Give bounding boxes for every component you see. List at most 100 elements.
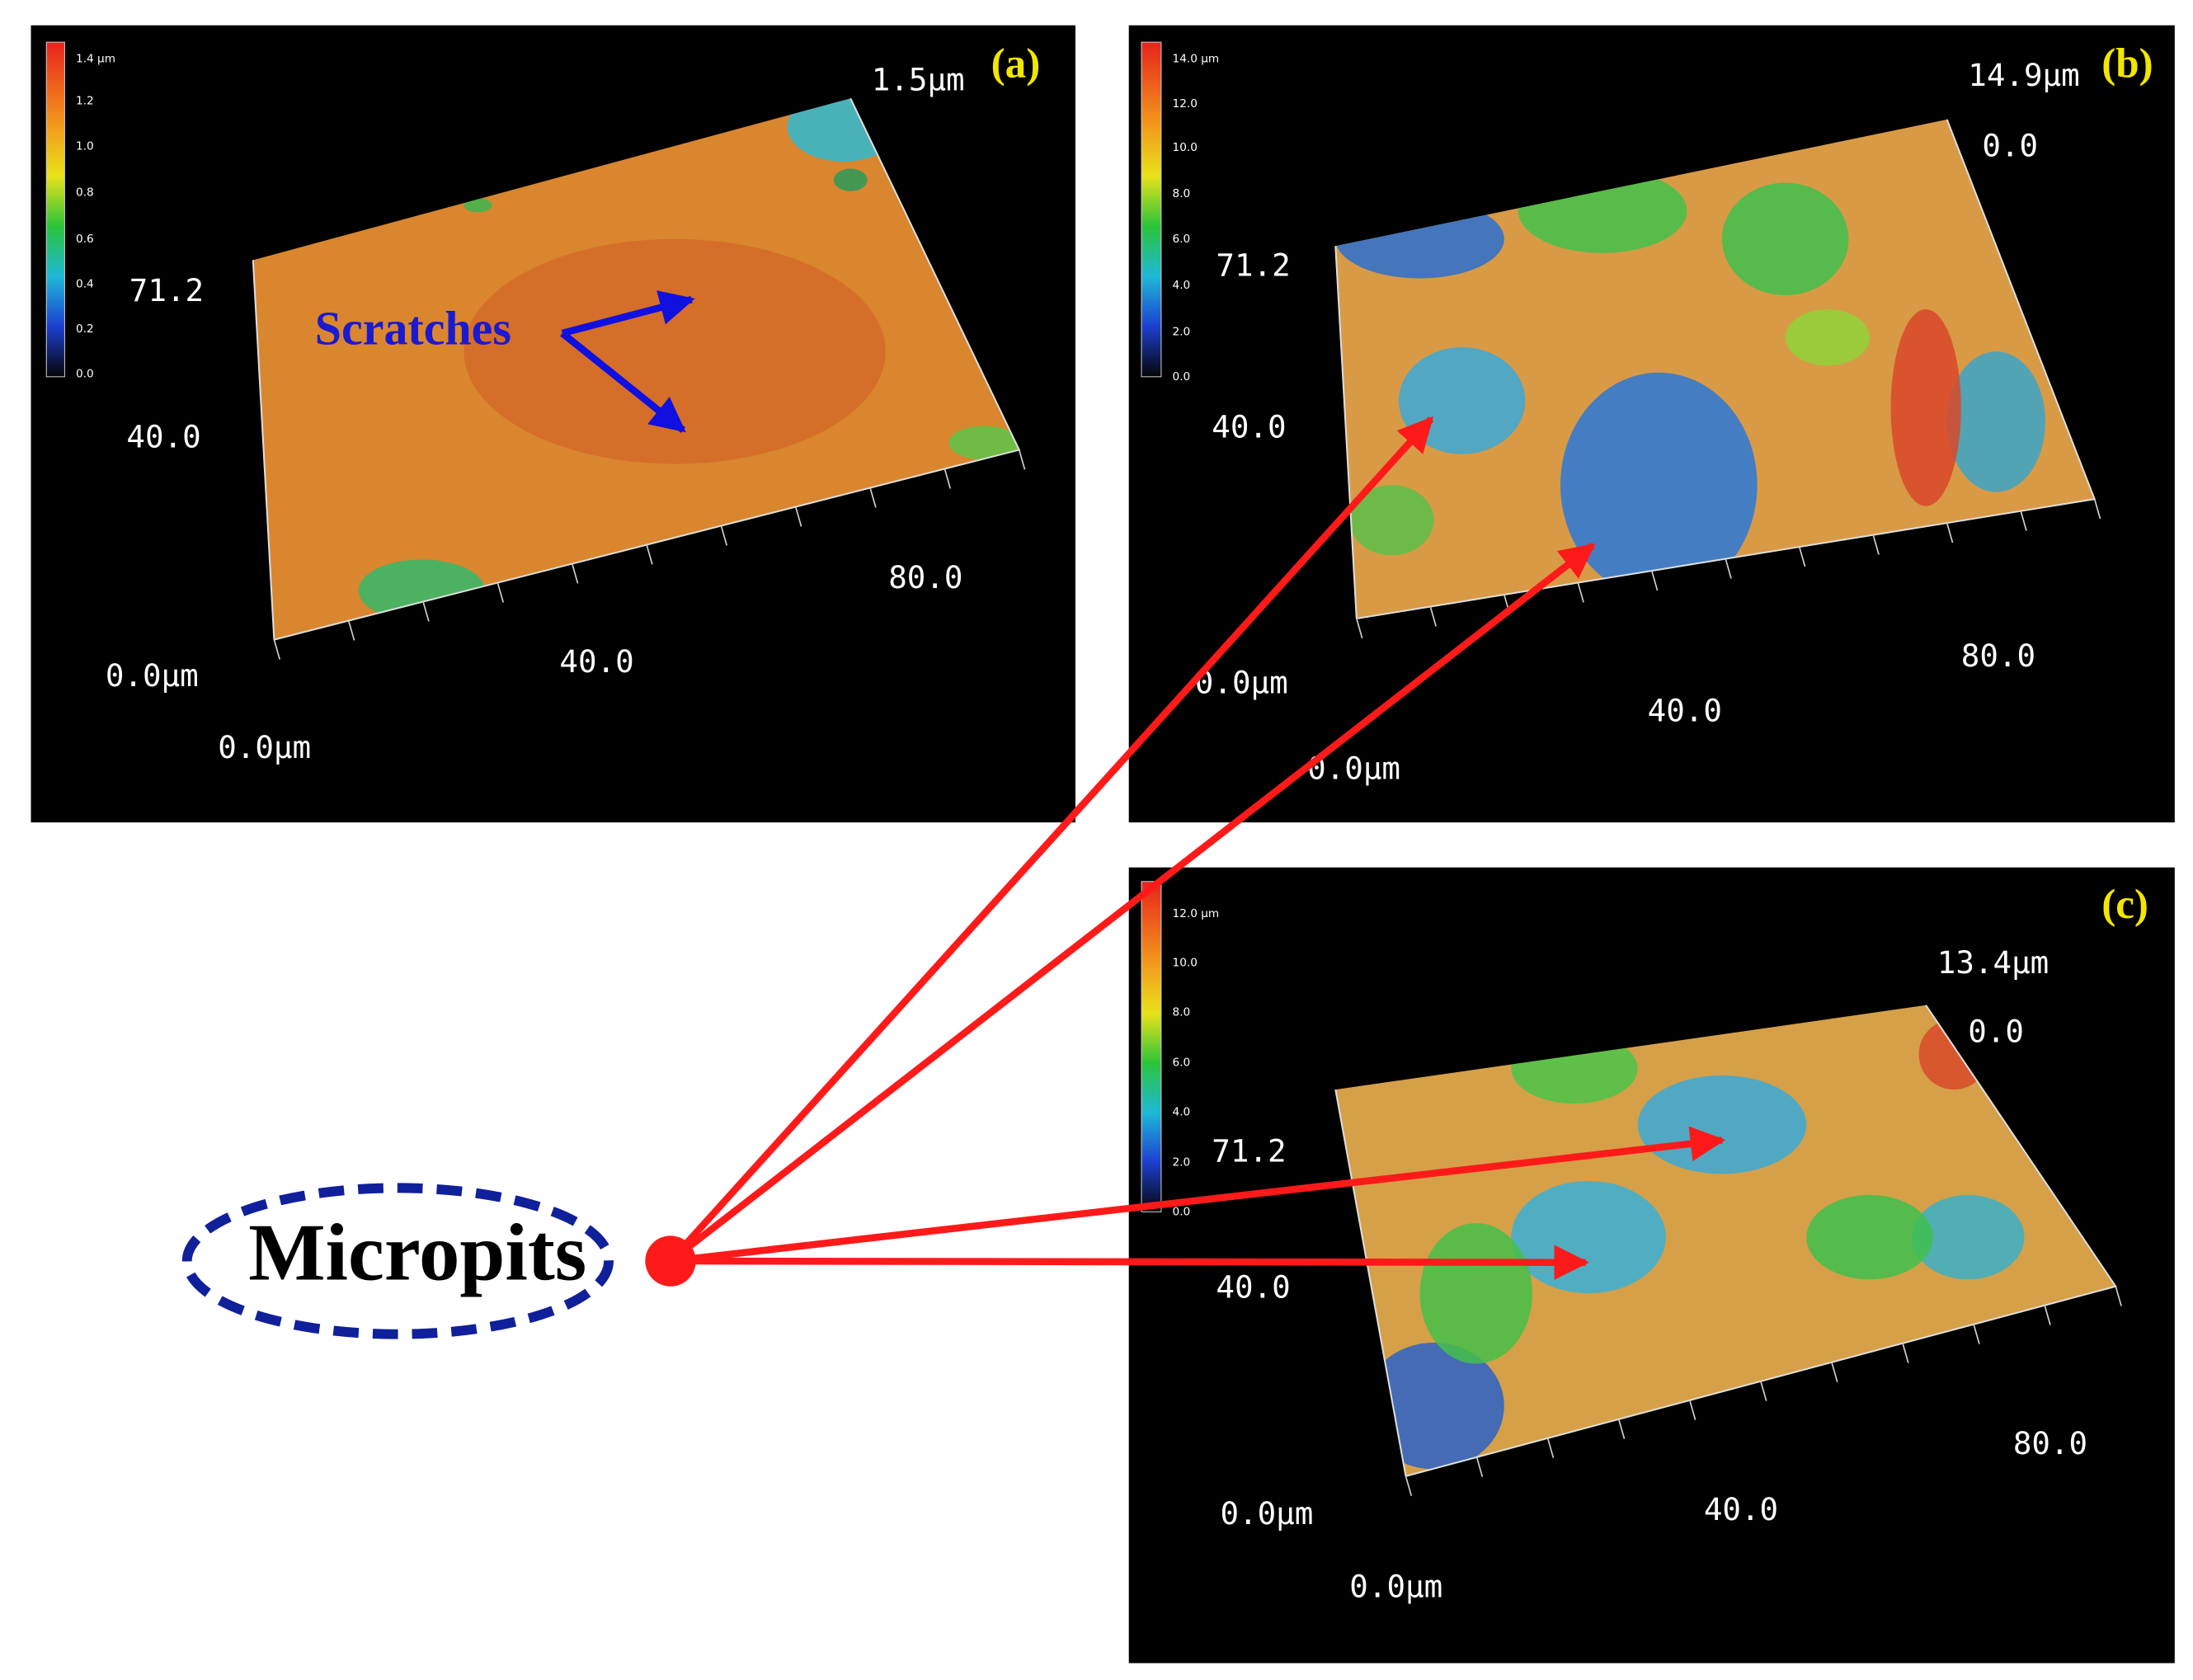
colorbar-tick-label: 10.0: [1173, 141, 1198, 154]
arrows: [667, 416, 1726, 1280]
height-region: [1560, 372, 1758, 598]
height-region: [1721, 182, 1849, 295]
height-region: [464, 198, 492, 213]
colorbar-tick-label: 0.4: [76, 277, 94, 290]
arrow: [670, 1126, 1726, 1265]
axis-label: 80.0: [1961, 638, 2035, 674]
colorbar-tick-label: 1.2: [76, 95, 94, 108]
colorbar-tick-label: 0.0: [1173, 370, 1191, 384]
axis-tick: [944, 468, 952, 489]
axis-label: 0.0μm: [1349, 1569, 1442, 1605]
height-region: [1349, 485, 1434, 556]
axis-label: 0.0μm: [1195, 665, 1288, 701]
annotations: Scratches Micropits: [181, 290, 1726, 1339]
axis-tick: [1405, 1475, 1413, 1496]
axis-frame: [1356, 119, 2097, 620]
colorbar-tick-label: 2.0: [1173, 325, 1191, 338]
colorbar-tick-label: 4.0: [1173, 279, 1191, 292]
axis-tick: [869, 487, 877, 508]
axis-label: 40.0: [559, 643, 633, 680]
axis-tick: [1872, 534, 1880, 555]
axis-tick: [1973, 1324, 1980, 1344]
scratches-label: Scratches: [315, 301, 511, 355]
axis-label: 1.5μm: [872, 61, 965, 97]
height-region: [1946, 351, 2046, 492]
height-region: [948, 426, 1019, 460]
panel-label: (b): [2101, 40, 2153, 87]
colorbar-tick-label: 4.0: [1173, 1105, 1191, 1118]
colorbar-tick-label: 0.0: [1173, 1205, 1191, 1218]
arrow: [561, 290, 695, 337]
colorbar: [45, 41, 65, 378]
colorbar-tick-label: 12.0: [1173, 97, 1198, 111]
axis-tick: [347, 620, 355, 641]
panel-label: (a): [991, 40, 1041, 87]
axis-label: 0.0: [1982, 127, 2038, 163]
axis-label: 71.2: [129, 272, 204, 308]
colorbar-tick-label: 0.8: [76, 186, 94, 200]
axis-tick: [1018, 449, 1026, 470]
surface: [1335, 1005, 2116, 1476]
height-region: [1419, 1223, 1532, 1364]
height-region: [1511, 1180, 1666, 1294]
axis-frame: [1334, 1089, 1407, 1477]
axis-tick: [1902, 1343, 1909, 1363]
axis-label: 0.0: [1968, 1013, 2024, 1049]
colorbar-tick-label: 8.0: [1173, 187, 1191, 200]
axis-tick: [2093, 498, 2101, 520]
axis-frame: [252, 260, 275, 640]
axis-tick: [496, 582, 505, 603]
colorbar-tick-label: 14.0 μm: [1173, 53, 1220, 66]
axis-frame: [1334, 246, 1358, 619]
arrow: [667, 416, 1434, 1264]
axis-tick: [571, 563, 579, 584]
axis-tick: [2044, 1305, 2051, 1325]
axis-tick: [1650, 570, 1659, 591]
axis-tick: [1831, 1362, 1838, 1382]
axis-tick: [2020, 511, 2027, 531]
axis-label: 40.0: [1704, 1491, 1778, 1527]
colorbar-tick-label: 8.0: [1173, 1005, 1191, 1019]
axis-tick: [1760, 1381, 1767, 1401]
axis-label: 40.0: [1216, 1269, 1290, 1306]
panel-label: (c): [2101, 881, 2148, 928]
arrow: [668, 543, 1596, 1264]
axis-tick: [1356, 618, 1363, 639]
axis-tick: [1429, 606, 1437, 627]
colorbar-tick-label: 0.2: [76, 322, 94, 336]
axis-label: 80.0: [2013, 1425, 2087, 1461]
colorbar: [1141, 881, 1162, 1212]
colorbar-tick-label: 2.0: [1173, 1156, 1191, 1169]
axis-label: 13.4μm: [1937, 944, 2049, 981]
arrow: [560, 330, 686, 433]
axis-label: 0.0μm: [218, 729, 311, 765]
axis-tick: [2115, 1286, 2122, 1306]
axis-tick: [1617, 1419, 1626, 1439]
height-region: [833, 168, 868, 191]
colorbar-tick-label: 6.0: [1173, 1056, 1191, 1070]
height-region: [1806, 1194, 1933, 1280]
height-region: [1785, 309, 1870, 366]
colorbar-tick-label: 1.0: [76, 139, 94, 153]
axis-label: 40.0: [1648, 693, 1722, 729]
panels: 1.4 μm 1.2 1.0 0.8 0.6 0.4 0.2 0.0 1.5μm 71.2 40.0…: [31, 25, 2175, 1664]
height-region: [464, 238, 886, 464]
colorbar-tick-label: 10.0: [1173, 957, 1198, 970]
surface: [1335, 119, 2095, 619]
axis-label: 14.9μm: [1968, 57, 2079, 93]
panel: 12.0 μm 10.0 8.0 6.0 4.0 2.0 0.0 13.4μm 0.0 71.2 4…: [1128, 867, 2175, 1664]
colorbar-tick-label: 6.0: [1173, 233, 1191, 246]
axis-tick: [646, 544, 653, 565]
height-region: [1890, 309, 1961, 506]
colorbar-tick-label: 0.6: [76, 233, 94, 246]
panel: 1.4 μm 1.2 1.0 0.8 0.6 0.4 0.2 0.0 1.5μm 71.2 40.0…: [31, 25, 1075, 823]
axis-label: 0.0μm: [106, 657, 199, 694]
axis-tick: [1946, 522, 1954, 544]
colorbar-tick-label: 1.4 μm: [76, 53, 115, 66]
axis-label: 71.2: [1212, 1132, 1286, 1169]
axis-tick: [422, 601, 430, 622]
axis-tick: [720, 525, 728, 546]
axis-label: 80.0: [888, 559, 962, 595]
arrow: [671, 1245, 1589, 1280]
